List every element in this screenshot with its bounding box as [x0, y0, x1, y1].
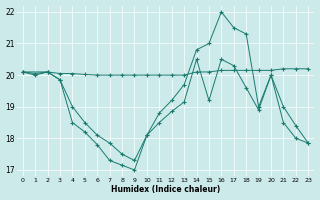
X-axis label: Humidex (Indice chaleur): Humidex (Indice chaleur) [111, 185, 220, 194]
